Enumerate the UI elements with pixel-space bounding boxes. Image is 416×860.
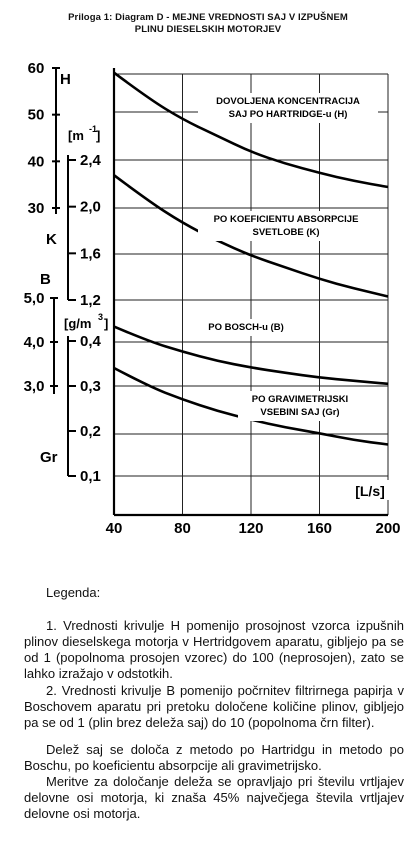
gr-tick-label: 0,4 bbox=[80, 333, 102, 350]
legend-note-2: 2. Vrednosti krivulje B pomenijo počrnit… bbox=[24, 683, 404, 730]
series-label-b: PO BOSCH-u (B) bbox=[208, 322, 283, 333]
h-tick-label: 40 bbox=[28, 153, 45, 170]
x-unit-label: [L/s] bbox=[355, 483, 385, 499]
k-unit-label: [m bbox=[68, 128, 84, 143]
gr-axis-name: Gr bbox=[40, 449, 58, 466]
series-label-bg bbox=[198, 319, 294, 336]
b-tick-label: 5,0 bbox=[24, 290, 45, 307]
series-label-h: SAJ PO HARTRIDGE-u (H) bbox=[229, 109, 348, 120]
gr-tick-label: 0,3 bbox=[80, 378, 101, 395]
gr-tick-label: 0,2 bbox=[80, 423, 101, 440]
legend-note-4: Meritve za določanje deleža se opravljaj… bbox=[24, 774, 404, 821]
k-unit-sup: -1 bbox=[89, 124, 97, 134]
chart-area: 40 80 120 160 200 [L/s] 60 50 40 30 H [m -1] 2,4 2,0 1,… bbox=[24, 60, 401, 537]
b-axis-name: B bbox=[40, 271, 51, 288]
h-tick-label: 30 bbox=[28, 200, 45, 217]
x-tick-label: 80 bbox=[174, 520, 191, 537]
gr-tick-label: 0,1 bbox=[80, 468, 101, 485]
legend-note-3: Delež saj se določa z metodo po Hartridg… bbox=[24, 742, 404, 773]
series-label-bg bbox=[238, 391, 362, 421]
gr-unit-close: ] bbox=[104, 316, 108, 331]
h-tick-label: 60 bbox=[28, 60, 45, 77]
curve-k bbox=[113, 174, 389, 298]
axes bbox=[50, 67, 388, 517]
series-label-bg bbox=[198, 211, 374, 241]
series-label-k: PO KOEFICIENTU ABSORPCIJE bbox=[214, 214, 359, 225]
series-label-bg bbox=[198, 93, 378, 123]
labels: 40 80 120 160 200 [L/s] 60 50 40 30 H [m -1] 2,4 2,0 1,… bbox=[24, 60, 401, 537]
grid bbox=[113, 73, 389, 515]
series-label-h: DOVOLJENA KONCENTRACIJA bbox=[216, 96, 360, 107]
k-axis-name: K bbox=[46, 231, 57, 248]
b-tick-label: 3,0 bbox=[24, 378, 45, 395]
x-tick-label: 200 bbox=[375, 520, 400, 537]
chart-title-line-2: PLINU DIESELSKIH MOTORJEV bbox=[134, 24, 282, 35]
series-label-gr: VSEBINI SAJ (Gr) bbox=[260, 407, 339, 418]
legend-note-1: 1. Vrednosti krivulje H pomenijo prosojn… bbox=[24, 618, 404, 681]
x-tick-label: 40 bbox=[106, 520, 123, 537]
k-tick-label: 2,4 bbox=[80, 152, 102, 169]
series-label-k: SVETLOBE (K) bbox=[252, 227, 319, 238]
legend-title: Legenda: bbox=[46, 585, 101, 600]
gr-unit-label: [g/m bbox=[64, 316, 91, 331]
curve-h bbox=[113, 71, 389, 189]
h-tick-label: 50 bbox=[28, 107, 45, 124]
x-tick-label: 160 bbox=[307, 520, 332, 537]
chart-title-line-1: Priloga 1: Diagram D - MEJNE VREDNOSTI S… bbox=[68, 12, 348, 23]
gr-unit-sup: 3 bbox=[98, 312, 103, 322]
k-unit-close: ] bbox=[96, 128, 100, 143]
b-tick-label: 4,0 bbox=[24, 334, 45, 351]
x-tick-label: 120 bbox=[238, 520, 263, 537]
curve-b bbox=[113, 325, 389, 386]
series-label-gr: PO GRAVIMETRIJSKI bbox=[252, 394, 348, 405]
k-tick-label: 1,6 bbox=[80, 245, 101, 262]
k-tick-label: 2,0 bbox=[80, 199, 101, 216]
x-unit-bg bbox=[350, 480, 390, 500]
h-axis-name: H bbox=[60, 71, 71, 88]
k-tick-label: 1,2 bbox=[80, 292, 101, 309]
